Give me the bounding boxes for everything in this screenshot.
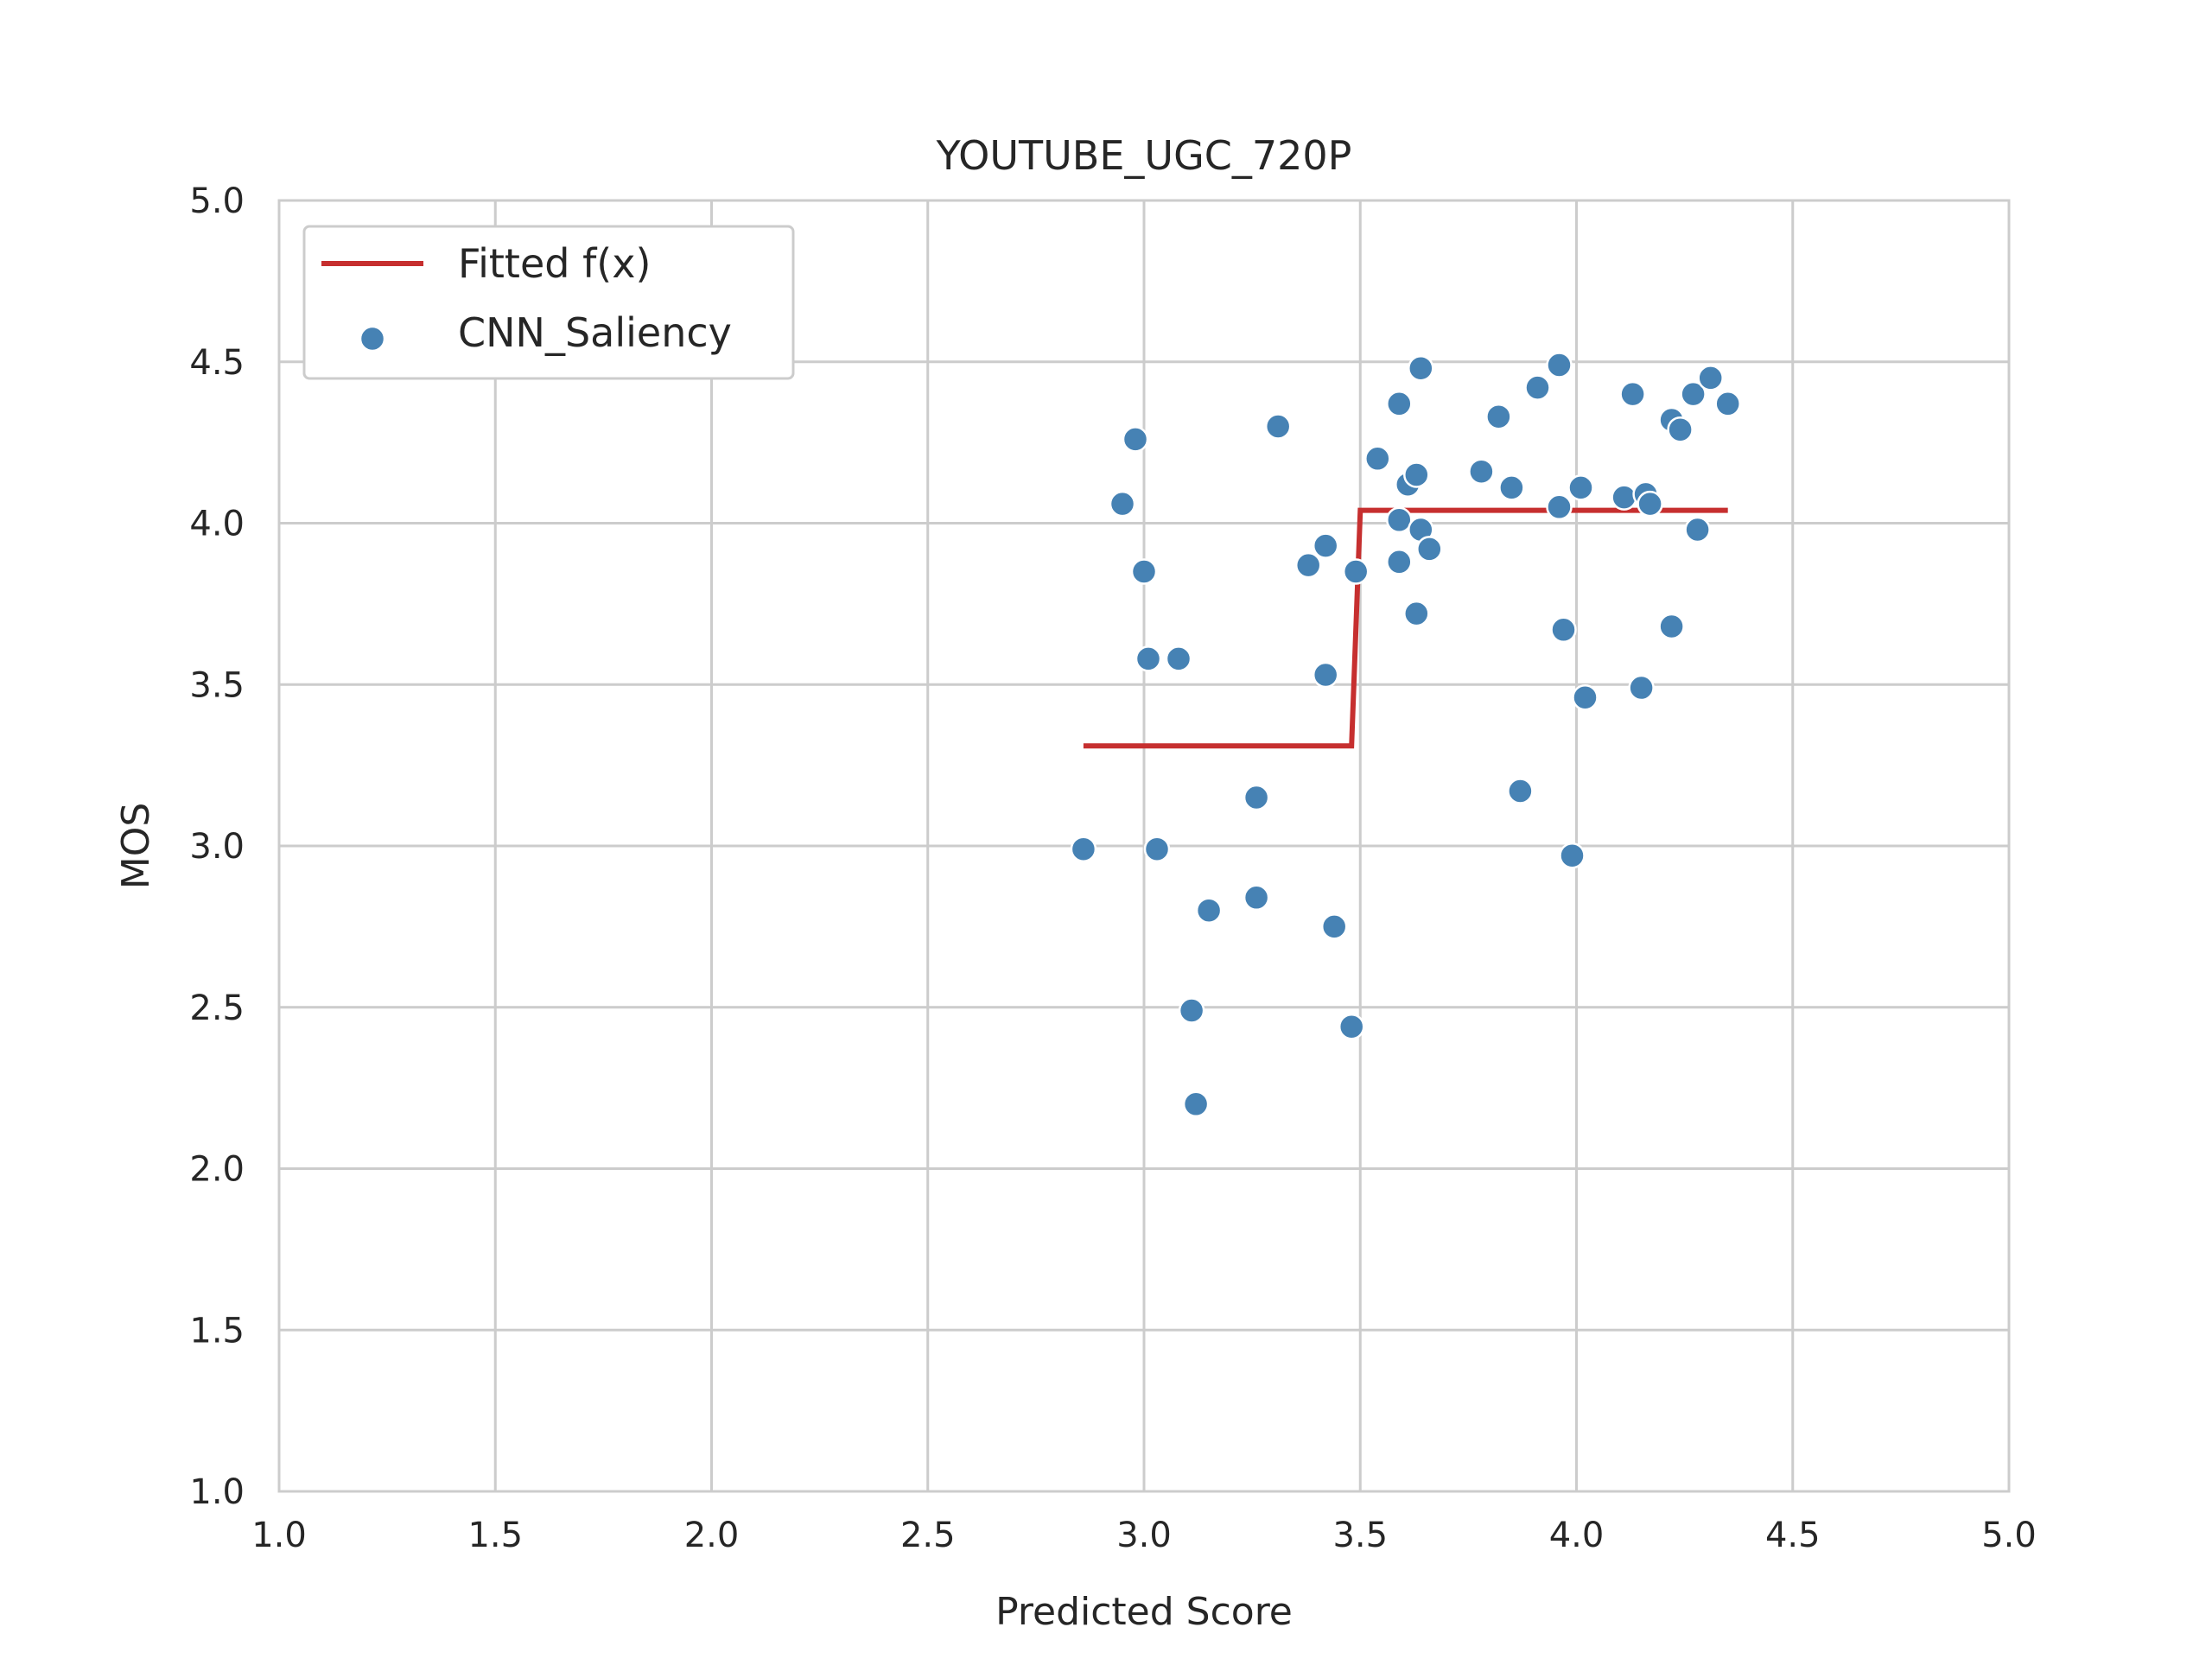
legend-label-fit: Fitted f(x) — [458, 240, 651, 287]
data-point — [1611, 484, 1637, 511]
x-axis-label: Predicted Score — [995, 1590, 1293, 1634]
data-point — [1572, 683, 1599, 711]
data-point — [1684, 516, 1711, 543]
data-point — [1386, 549, 1413, 575]
legend-box — [302, 225, 795, 380]
legend-label-series: CNN_Saliency — [458, 309, 732, 356]
y-tick-label: 1.0 — [189, 1472, 245, 1512]
data-point — [1182, 1090, 1210, 1118]
data-point — [1628, 674, 1655, 702]
grid — [277, 199, 2011, 1493]
data-point — [1135, 645, 1162, 672]
data-point — [1468, 458, 1495, 485]
x-tick-label: 2.0 — [684, 1516, 740, 1555]
data-point — [1109, 490, 1136, 518]
y-axis-label: MOS — [114, 803, 158, 890]
data-point — [1312, 661, 1339, 689]
points-layer — [1070, 352, 1741, 1118]
fit-line — [1083, 507, 1728, 749]
data-point — [1619, 380, 1646, 408]
data-point — [1637, 490, 1663, 518]
data-point — [1408, 354, 1434, 382]
fit-line-layer — [1083, 507, 1728, 749]
data-point — [1130, 558, 1158, 585]
data-point — [1667, 416, 1694, 443]
tick-labels: 1.0 1.5 2.0 2.5 3.0 3.5 4.0 4.5 5.0 1.0 1.5 2.0 2.5 3… — [189, 181, 2036, 1555]
data-point — [1312, 532, 1339, 559]
data-point — [1342, 558, 1370, 585]
data-point — [1485, 403, 1512, 430]
y-tick-label: 4.5 — [189, 343, 245, 383]
data-point — [1546, 352, 1573, 378]
data-point — [1403, 461, 1430, 488]
data-point — [1243, 784, 1270, 811]
x-tick-label: 3.0 — [1116, 1516, 1172, 1555]
data-point — [1507, 778, 1534, 804]
legend: Fitted f(x) CNN_Saliency — [302, 225, 795, 380]
y-tick-label: 1.5 — [189, 1311, 245, 1351]
x-tick-label: 5.0 — [1981, 1516, 2037, 1555]
y-tick-label: 2.5 — [189, 988, 245, 1028]
data-point — [1165, 645, 1192, 672]
data-point — [1714, 391, 1741, 417]
plot-frame — [277, 199, 2011, 1493]
data-point — [1364, 445, 1391, 473]
y-tick-label: 4.0 — [189, 505, 245, 544]
data-point — [1567, 474, 1594, 501]
data-point — [1550, 616, 1577, 644]
data-point — [1524, 374, 1551, 401]
data-point — [1546, 493, 1573, 521]
chart-title: YOUTUBE_UGC_720P — [936, 132, 1352, 179]
data-point — [1338, 1013, 1365, 1040]
data-point — [1195, 897, 1223, 924]
data-point — [1243, 884, 1270, 912]
x-tick-label: 4.5 — [1765, 1516, 1821, 1555]
data-point — [1386, 506, 1413, 534]
data-point — [1498, 474, 1525, 501]
y-tick-label: 2.0 — [189, 1150, 245, 1190]
data-point — [1697, 365, 1724, 391]
data-point — [1070, 836, 1097, 862]
x-tick-label: 3.5 — [1332, 1516, 1388, 1555]
data-point — [1294, 551, 1322, 579]
y-tick-label: 3.0 — [189, 827, 245, 867]
data-point — [1178, 997, 1205, 1024]
data-point — [1143, 836, 1171, 862]
x-tick-label: 1.5 — [467, 1516, 523, 1555]
data-point — [1416, 536, 1443, 563]
data-point — [1403, 600, 1430, 627]
data-point — [1680, 380, 1707, 408]
data-point — [1320, 913, 1348, 940]
x-tick-label: 2.5 — [900, 1516, 956, 1555]
data-point — [1658, 613, 1685, 640]
y-tick-label: 3.5 — [189, 665, 245, 705]
legend-marker-swatch — [359, 325, 386, 353]
data-point — [1559, 842, 1586, 869]
y-tick-label: 5.0 — [189, 181, 245, 221]
data-point — [1122, 426, 1149, 453]
data-point — [1264, 413, 1292, 440]
x-tick-label: 4.0 — [1549, 1516, 1605, 1555]
x-tick-label: 1.0 — [251, 1516, 307, 1555]
data-point — [1386, 391, 1413, 417]
